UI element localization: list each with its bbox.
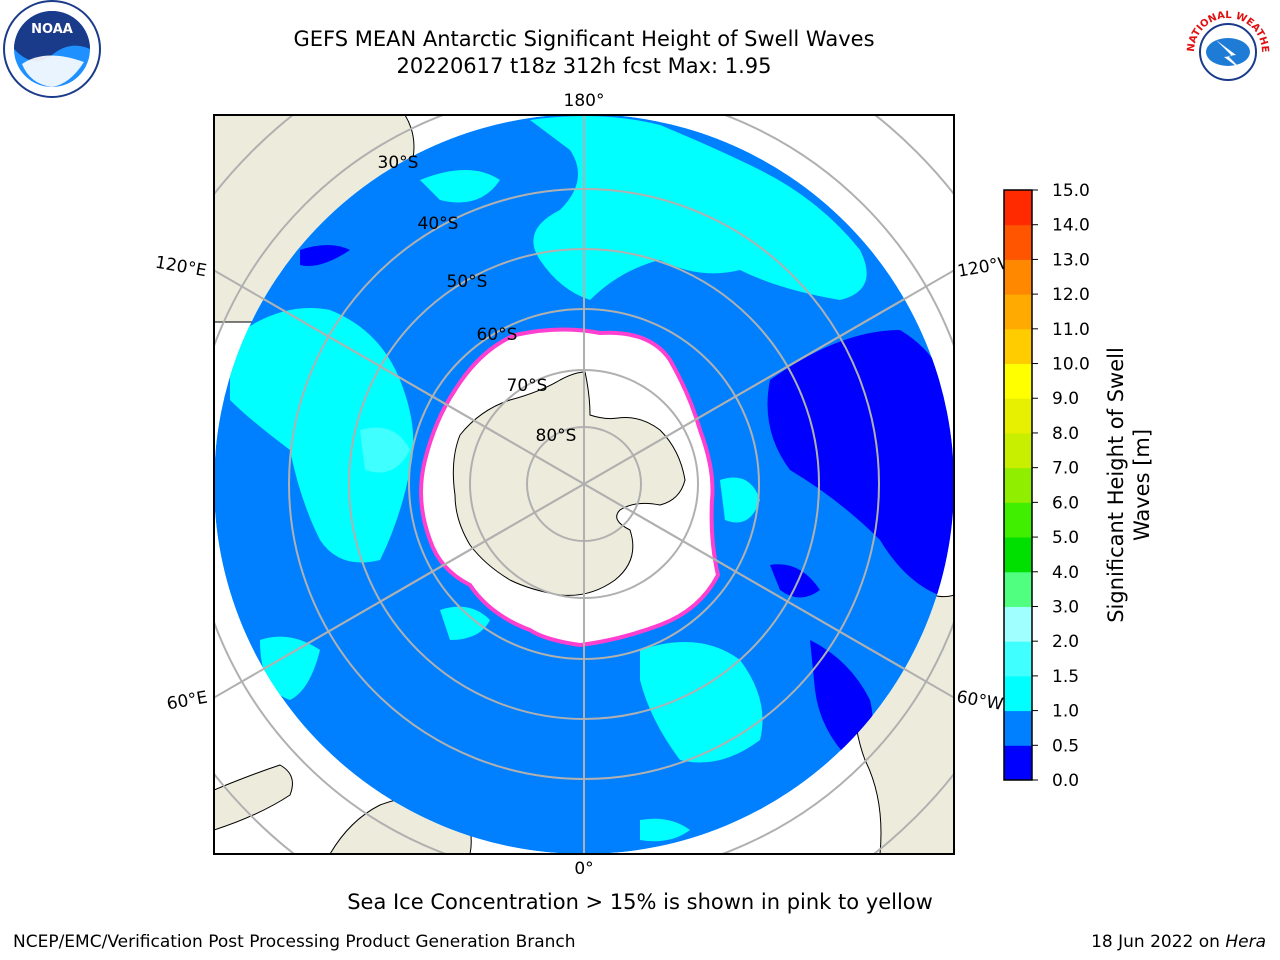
madagascar-land bbox=[214, 764, 293, 831]
moderate-swell-region bbox=[640, 818, 690, 842]
moderate-swell-region bbox=[640, 642, 763, 763]
moderate-swell-region bbox=[230, 308, 414, 563]
colorbar-segment bbox=[1004, 294, 1032, 330]
lat-label-60s: 60°S bbox=[477, 325, 518, 345]
low-swell-region bbox=[300, 245, 350, 266]
colorbar-segment bbox=[1004, 745, 1032, 781]
colorbar-segment bbox=[1004, 224, 1032, 260]
colorbar-tick-label: 3.0 bbox=[1052, 597, 1079, 617]
footer-branch: NCEP/EMC/Verification Post Processing Pr… bbox=[13, 932, 576, 952]
footer-system: Hera bbox=[1225, 932, 1266, 952]
colorbar-tick-label: 8.0 bbox=[1052, 424, 1079, 444]
moderate-swell-region bbox=[720, 477, 760, 523]
lat-label-70s: 70°S bbox=[507, 376, 548, 396]
footer-date-text: 18 Jun 2022 on bbox=[1091, 932, 1226, 952]
colorbar-tick-label: 2.0 bbox=[1052, 632, 1079, 652]
colorbar-tick-label: 15.0 bbox=[1052, 181, 1090, 201]
colorbar-tick-label: 12.0 bbox=[1052, 285, 1090, 305]
lon-label-0: 0° bbox=[574, 859, 593, 879]
colorbar-tick-label: 6.0 bbox=[1052, 493, 1079, 513]
noaa-logo-icon: NOAA bbox=[3, 0, 101, 98]
colorbar-tick-label: 4.0 bbox=[1052, 563, 1079, 583]
colorbar-segment bbox=[1004, 641, 1032, 677]
lon-label-60e: 60°E bbox=[165, 688, 209, 715]
moderate-swell-region bbox=[530, 116, 867, 300]
footer-date: 18 Jun 2022 on Hera bbox=[1091, 932, 1266, 952]
colorbar-tick-label: 13.0 bbox=[1052, 250, 1090, 270]
colorbar-label-line2: Waves [m] bbox=[1130, 429, 1154, 541]
colorbar-tick-label: 9.0 bbox=[1052, 389, 1079, 409]
moderate-swell-region bbox=[360, 427, 410, 473]
chart-title: GEFS MEAN Antarctic Significant Height o… bbox=[293, 27, 875, 51]
colorbar-tick-label: 14.0 bbox=[1052, 216, 1090, 236]
lat-label-30s: 30°S bbox=[378, 153, 419, 173]
low-swell-region bbox=[767, 330, 954, 600]
colorbar-segment bbox=[1004, 363, 1032, 399]
antarctica-land bbox=[452, 371, 686, 596]
colorbar-segment bbox=[1004, 467, 1032, 503]
graticule bbox=[214, 115, 954, 854]
colorbar-segment bbox=[1004, 571, 1032, 607]
colorbar-frame bbox=[1003, 189, 1033, 781]
chart-subtitle: 20220617 t18z 312h fcst Max: 1.95 bbox=[396, 54, 772, 78]
colorbar-tick-label: 0.5 bbox=[1052, 736, 1079, 756]
colorbar-tick-label: 11.0 bbox=[1052, 320, 1090, 340]
lat-label-50s: 50°S bbox=[447, 272, 488, 292]
noaa-logo-text: NOAA bbox=[31, 22, 73, 37]
lon-label-120e: 120°E bbox=[154, 253, 208, 282]
colorbar-tick-label: 1.5 bbox=[1052, 667, 1079, 687]
nws-logo-icon: NATIONAL WEATHER SERVICE bbox=[1176, 0, 1274, 98]
graticule-outer bbox=[214, 115, 954, 854]
sea-ice-caption: Sea Ice Concentration > 15% is shown in … bbox=[347, 890, 933, 914]
colorbar-tick-label: 10.0 bbox=[1052, 355, 1090, 375]
low-swell-region bbox=[770, 564, 820, 598]
colorbar-segment bbox=[1004, 190, 1032, 226]
moderate-swell-region bbox=[440, 606, 490, 640]
colorbar-tick-label: 7.0 bbox=[1052, 459, 1079, 479]
colorbar: 0.0 0.5 1.0 1.5 2.0 3.0 4.0 5.0 6.0 7.0 8.0 9.0 10.0… bbox=[1003, 181, 1090, 791]
colorbar-tick-label: 5.0 bbox=[1052, 528, 1079, 548]
colorbar-segment bbox=[1004, 675, 1032, 712]
colorbar-segment bbox=[1004, 606, 1032, 642]
map-frame bbox=[213, 114, 955, 855]
colorbar-segment bbox=[1004, 398, 1032, 434]
colorbar-tick-label: 1.0 bbox=[1052, 702, 1079, 722]
colorbar-label-line1: Significant Height of Swell bbox=[1104, 347, 1128, 623]
colorbar-segment bbox=[1004, 537, 1032, 573]
low-swell-region bbox=[810, 640, 873, 760]
colorbar-segment bbox=[1004, 710, 1032, 746]
colorbar-tick-label: 0.0 bbox=[1052, 771, 1079, 791]
lat-label-40s: 40°S bbox=[418, 214, 459, 234]
colorbar-segment bbox=[1004, 259, 1032, 295]
lon-label-60w: 60°W bbox=[955, 687, 1005, 715]
colorbar-segment bbox=[1004, 432, 1032, 469]
lon-label-180: 180° bbox=[564, 91, 605, 111]
lat-label-80s: 80°S bbox=[536, 426, 577, 446]
colorbar-segment bbox=[1004, 502, 1032, 538]
colorbar-segment bbox=[1004, 328, 1032, 365]
moderate-swell-region bbox=[260, 636, 320, 700]
moderate-swell-region bbox=[420, 170, 500, 203]
